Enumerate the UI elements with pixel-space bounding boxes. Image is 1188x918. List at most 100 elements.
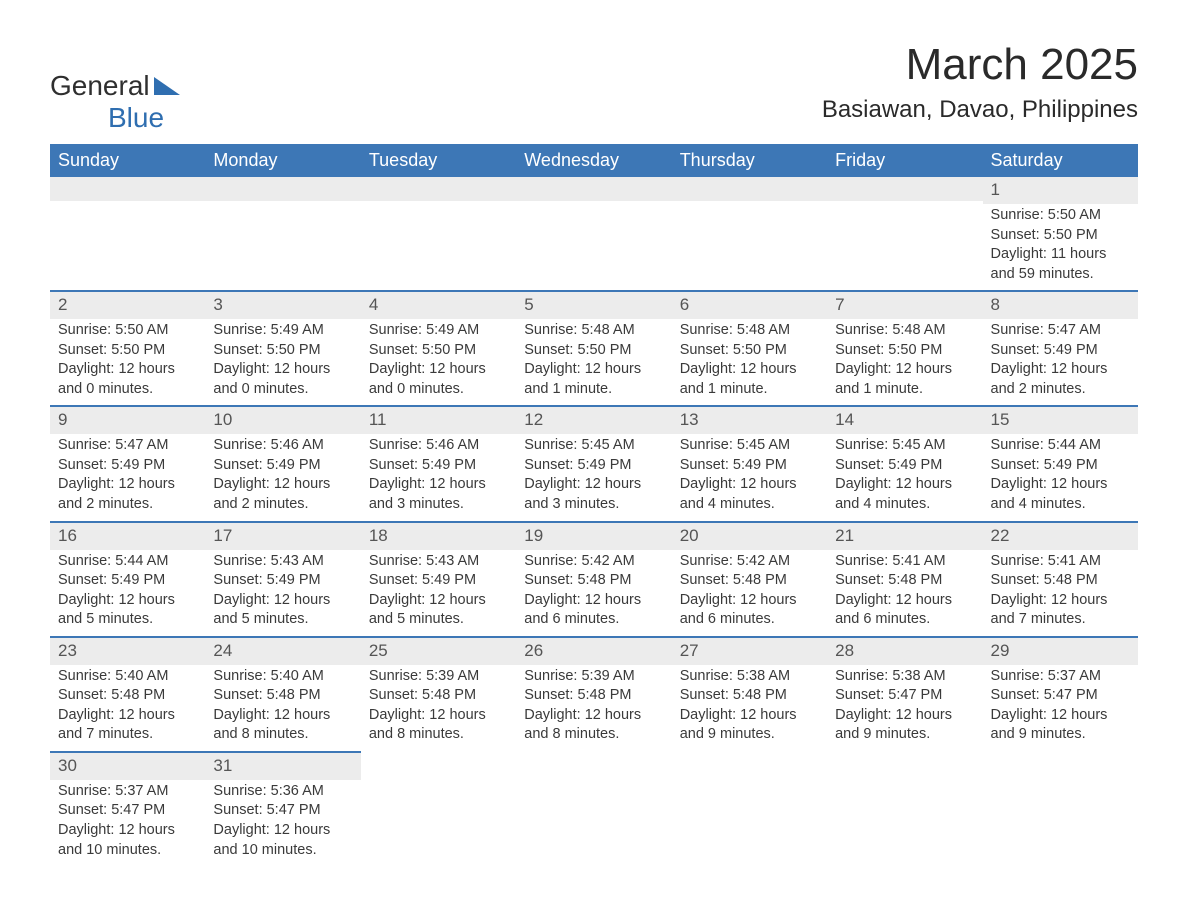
day-body [516, 201, 671, 279]
sunset-line: Sunset: 5:48 PM [524, 571, 663, 591]
daylight-line: Daylight: 12 hours and 4 minutes. [991, 475, 1130, 514]
calendar-cell: 20Sunrise: 5:42 AMSunset: 5:48 PMDayligh… [672, 522, 827, 637]
daylight-line: Daylight: 12 hours and 7 minutes. [991, 591, 1130, 630]
calendar-cell: 11Sunrise: 5:46 AMSunset: 5:49 PMDayligh… [361, 406, 516, 521]
day-number: 7 [827, 292, 982, 319]
day-number [983, 752, 1138, 776]
day-number [516, 177, 671, 201]
daylight-line: Daylight: 12 hours and 4 minutes. [680, 475, 819, 514]
day-number: 24 [205, 638, 360, 665]
day-body: Sunrise: 5:48 AMSunset: 5:50 PMDaylight:… [672, 319, 827, 405]
day-body [50, 201, 205, 279]
calendar-cell [516, 177, 671, 291]
day-number: 3 [205, 292, 360, 319]
sunset-line: Sunset: 5:47 PM [58, 801, 197, 821]
day-number: 22 [983, 523, 1138, 550]
day-number [516, 752, 671, 776]
daylight-line: Daylight: 12 hours and 9 minutes. [835, 706, 974, 745]
day-number: 26 [516, 638, 671, 665]
day-body [827, 201, 982, 279]
day-number: 8 [983, 292, 1138, 319]
calendar-cell: 30Sunrise: 5:37 AMSunset: 5:47 PMDayligh… [50, 752, 205, 866]
day-number: 28 [827, 638, 982, 665]
day-number: 18 [361, 523, 516, 550]
day-number: 12 [516, 407, 671, 434]
calendar-header-cell: Sunday [50, 144, 205, 177]
day-number: 5 [516, 292, 671, 319]
day-number: 14 [827, 407, 982, 434]
day-number: 13 [672, 407, 827, 434]
day-body [672, 776, 827, 854]
calendar-cell: 22Sunrise: 5:41 AMSunset: 5:48 PMDayligh… [983, 522, 1138, 637]
calendar-cell: 24Sunrise: 5:40 AMSunset: 5:48 PMDayligh… [205, 637, 360, 752]
sunset-line: Sunset: 5:49 PM [524, 456, 663, 476]
sunrise-line: Sunrise: 5:37 AM [58, 782, 197, 802]
day-number: 16 [50, 523, 205, 550]
day-number [672, 752, 827, 776]
sunrise-line: Sunrise: 5:47 AM [58, 436, 197, 456]
day-body [516, 776, 671, 854]
sunrise-line: Sunrise: 5:46 AM [213, 436, 352, 456]
day-body [205, 201, 360, 279]
day-body: Sunrise: 5:44 AMSunset: 5:49 PMDaylight:… [50, 550, 205, 636]
day-body: Sunrise: 5:43 AMSunset: 5:49 PMDaylight:… [205, 550, 360, 636]
daylight-line: Daylight: 12 hours and 1 minute. [835, 360, 974, 399]
day-number: 10 [205, 407, 360, 434]
sunrise-line: Sunrise: 5:43 AM [369, 552, 508, 572]
logo-text-2: Blue [108, 102, 164, 134]
daylight-line: Daylight: 12 hours and 4 minutes. [835, 475, 974, 514]
day-body [361, 776, 516, 854]
daylight-line: Daylight: 12 hours and 2 minutes. [991, 360, 1130, 399]
calendar-cell: 8Sunrise: 5:47 AMSunset: 5:49 PMDaylight… [983, 291, 1138, 406]
calendar-cell: 31Sunrise: 5:36 AMSunset: 5:47 PMDayligh… [205, 752, 360, 866]
sunrise-line: Sunrise: 5:38 AM [835, 667, 974, 687]
calendar-cell [205, 177, 360, 291]
daylight-line: Daylight: 12 hours and 9 minutes. [991, 706, 1130, 745]
sunrise-line: Sunrise: 5:49 AM [369, 321, 508, 341]
day-body: Sunrise: 5:45 AMSunset: 5:49 PMDaylight:… [516, 434, 671, 520]
day-body: Sunrise: 5:40 AMSunset: 5:48 PMDaylight:… [50, 665, 205, 751]
day-body: Sunrise: 5:45 AMSunset: 5:49 PMDaylight:… [827, 434, 982, 520]
sunset-line: Sunset: 5:49 PM [991, 456, 1130, 476]
sunrise-line: Sunrise: 5:42 AM [524, 552, 663, 572]
page-subtitle: Basiawan, Davao, Philippines [822, 96, 1138, 124]
calendar-cell: 19Sunrise: 5:42 AMSunset: 5:48 PMDayligh… [516, 522, 671, 637]
day-number: 2 [50, 292, 205, 319]
sunrise-line: Sunrise: 5:40 AM [213, 667, 352, 687]
day-number: 21 [827, 523, 982, 550]
sunrise-line: Sunrise: 5:37 AM [991, 667, 1130, 687]
daylight-line: Daylight: 12 hours and 0 minutes. [213, 360, 352, 399]
calendar-cell: 21Sunrise: 5:41 AMSunset: 5:48 PMDayligh… [827, 522, 982, 637]
sunrise-line: Sunrise: 5:44 AM [58, 552, 197, 572]
sunset-line: Sunset: 5:48 PM [524, 686, 663, 706]
daylight-line: Daylight: 12 hours and 6 minutes. [835, 591, 974, 630]
day-number: 15 [983, 407, 1138, 434]
day-number: 11 [361, 407, 516, 434]
day-number [361, 177, 516, 201]
daylight-line: Daylight: 12 hours and 3 minutes. [524, 475, 663, 514]
calendar-cell: 25Sunrise: 5:39 AMSunset: 5:48 PMDayligh… [361, 637, 516, 752]
daylight-line: Daylight: 12 hours and 0 minutes. [369, 360, 508, 399]
daylight-line: Daylight: 12 hours and 3 minutes. [369, 475, 508, 514]
day-number: 4 [361, 292, 516, 319]
sunset-line: Sunset: 5:49 PM [369, 571, 508, 591]
day-body: Sunrise: 5:37 AMSunset: 5:47 PMDaylight:… [983, 665, 1138, 751]
day-body: Sunrise: 5:49 AMSunset: 5:50 PMDaylight:… [205, 319, 360, 405]
day-number: 25 [361, 638, 516, 665]
day-body: Sunrise: 5:37 AMSunset: 5:47 PMDaylight:… [50, 780, 205, 866]
sunrise-line: Sunrise: 5:41 AM [835, 552, 974, 572]
day-body [672, 201, 827, 279]
day-body: Sunrise: 5:38 AMSunset: 5:47 PMDaylight:… [827, 665, 982, 751]
sunrise-line: Sunrise: 5:40 AM [58, 667, 197, 687]
day-number: 20 [672, 523, 827, 550]
day-body [983, 776, 1138, 854]
sunset-line: Sunset: 5:50 PM [524, 341, 663, 361]
calendar-cell: 12Sunrise: 5:45 AMSunset: 5:49 PMDayligh… [516, 406, 671, 521]
sunset-line: Sunset: 5:48 PM [369, 686, 508, 706]
sunset-line: Sunset: 5:50 PM [680, 341, 819, 361]
title-block: March 2025 Basiawan, Davao, Philippines [822, 40, 1138, 124]
sunrise-line: Sunrise: 5:46 AM [369, 436, 508, 456]
calendar-cell: 2Sunrise: 5:50 AMSunset: 5:50 PMDaylight… [50, 291, 205, 406]
calendar-cell [516, 752, 671, 866]
sunset-line: Sunset: 5:47 PM [991, 686, 1130, 706]
